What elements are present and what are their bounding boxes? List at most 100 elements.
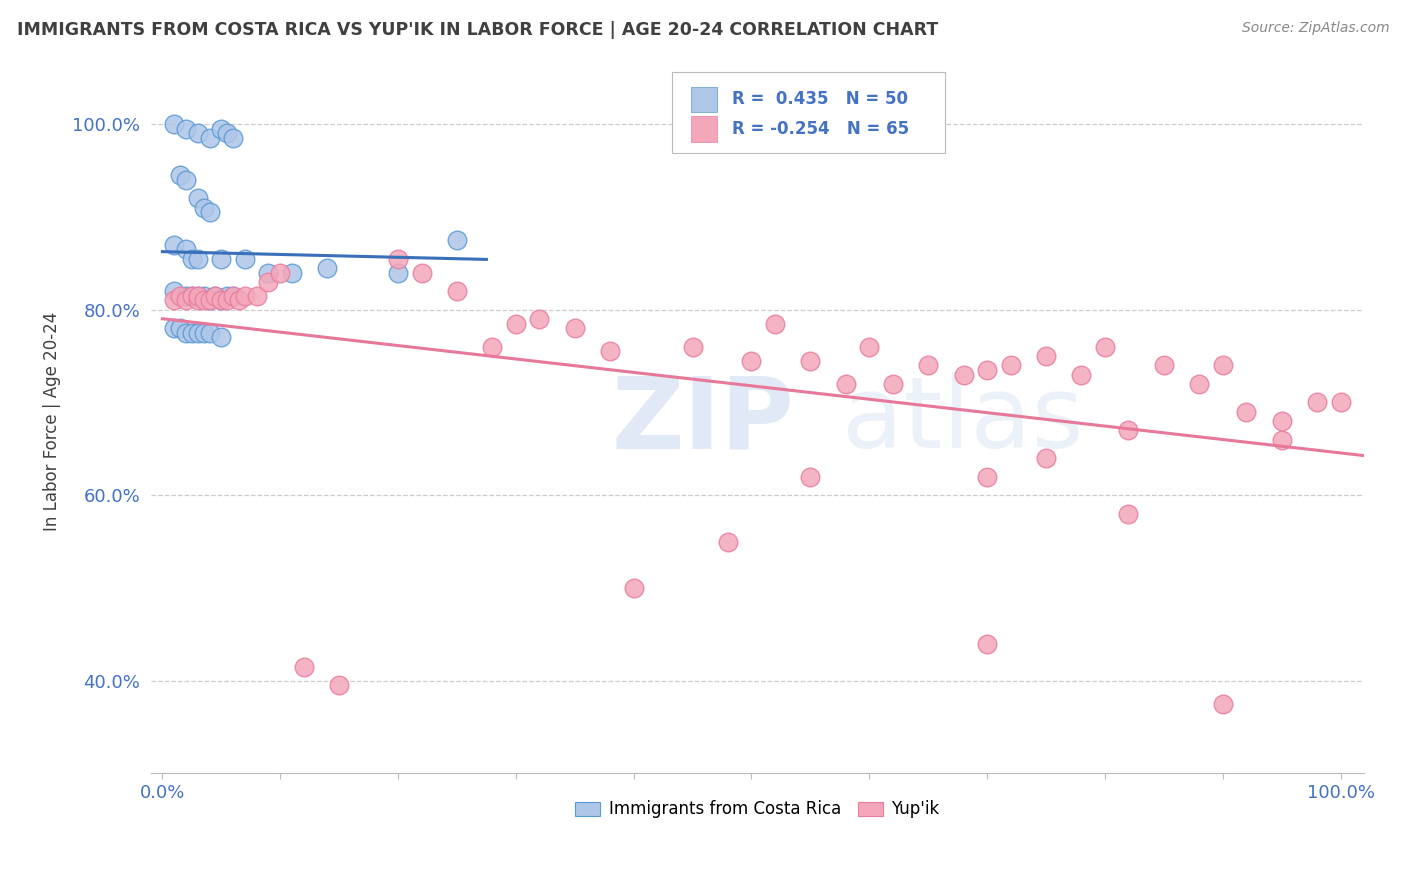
Point (187, 289, 209, 303)
Point (174, 121, 197, 136)
Point (209, 293, 232, 308)
Point (198, 205, 221, 219)
Point (163, 284, 186, 298)
Point (1234, 405, 1257, 419)
Point (1035, 451, 1057, 466)
Point (599, 344, 621, 359)
Point (169, 289, 191, 303)
Point (193, 326, 215, 340)
Point (217, 127, 239, 141)
Point (193, 201, 215, 215)
Point (1094, 340, 1116, 354)
Point (198, 326, 221, 340)
Point (193, 289, 215, 303)
Point (976, 637, 998, 651)
Point (858, 340, 880, 354)
Point (976, 363, 998, 377)
Point (209, 252, 232, 266)
Point (180, 289, 202, 303)
FancyBboxPatch shape (672, 72, 945, 153)
Point (1070, 368, 1092, 382)
Point (292, 659, 315, 673)
Legend: Immigrants from Costa Rica, Yup'ik: Immigrants from Costa Rica, Yup'ik (569, 794, 946, 825)
Point (1212, 697, 1234, 711)
Point (1271, 433, 1294, 447)
Point (1118, 507, 1140, 521)
Point (180, 289, 202, 303)
Point (1271, 414, 1294, 428)
Point (257, 275, 280, 289)
Point (1153, 359, 1175, 373)
Point (717, 534, 740, 549)
Y-axis label: In Labor Force | Age 20-24: In Labor Force | Age 20-24 (44, 311, 60, 531)
Point (187, 252, 209, 266)
Point (233, 289, 256, 303)
Text: atlas: atlas (842, 373, 1084, 469)
Point (446, 233, 468, 247)
Point (209, 293, 232, 308)
Point (163, 117, 186, 131)
Text: ZIP: ZIP (612, 373, 794, 469)
Point (209, 121, 232, 136)
Point (328, 678, 350, 692)
Bar (690, 116, 717, 142)
Point (180, 326, 202, 340)
Point (682, 340, 704, 354)
Point (257, 266, 280, 280)
Point (529, 312, 551, 326)
Point (411, 266, 433, 280)
Point (316, 260, 339, 275)
Point (163, 321, 186, 335)
Point (174, 243, 197, 257)
Bar (690, 87, 717, 112)
Point (246, 289, 269, 303)
Point (835, 376, 858, 391)
Point (233, 252, 256, 266)
Point (217, 289, 239, 303)
Point (222, 131, 245, 145)
Point (204, 289, 226, 303)
Point (1212, 359, 1234, 373)
Point (193, 293, 215, 308)
Point (163, 237, 186, 252)
Point (740, 353, 762, 368)
Point (1188, 376, 1211, 391)
Point (763, 317, 786, 331)
Point (1329, 395, 1351, 409)
Point (1000, 359, 1022, 373)
Text: R = -0.254   N = 65: R = -0.254 N = 65 (733, 120, 910, 138)
Point (1118, 423, 1140, 437)
Point (882, 376, 904, 391)
Point (187, 326, 209, 340)
Point (799, 469, 821, 483)
Point (481, 340, 503, 354)
Point (174, 326, 197, 340)
Point (187, 127, 209, 141)
Point (174, 293, 197, 308)
Point (917, 359, 939, 373)
Point (387, 252, 409, 266)
Point (169, 168, 191, 182)
Point (187, 289, 209, 303)
Point (163, 293, 186, 308)
Text: R =  0.435   N = 50: R = 0.435 N = 50 (733, 90, 908, 108)
Point (952, 368, 974, 382)
Point (169, 321, 191, 335)
Point (799, 353, 821, 368)
Point (198, 293, 221, 308)
Point (228, 293, 250, 308)
Point (222, 289, 245, 303)
Point (198, 131, 221, 145)
Point (269, 266, 291, 280)
Point (623, 581, 645, 595)
Point (174, 173, 197, 187)
Point (1035, 349, 1057, 363)
Point (217, 293, 239, 308)
Point (180, 252, 202, 266)
Point (505, 317, 527, 331)
Point (204, 289, 226, 303)
Point (198, 293, 221, 308)
Point (387, 266, 409, 280)
Point (281, 266, 304, 280)
Text: IMMIGRANTS FROM COSTA RICA VS YUP'IK IN LABOR FORCE | AGE 20-24 CORRELATION CHAR: IMMIGRANTS FROM COSTA RICA VS YUP'IK IN … (17, 21, 938, 38)
